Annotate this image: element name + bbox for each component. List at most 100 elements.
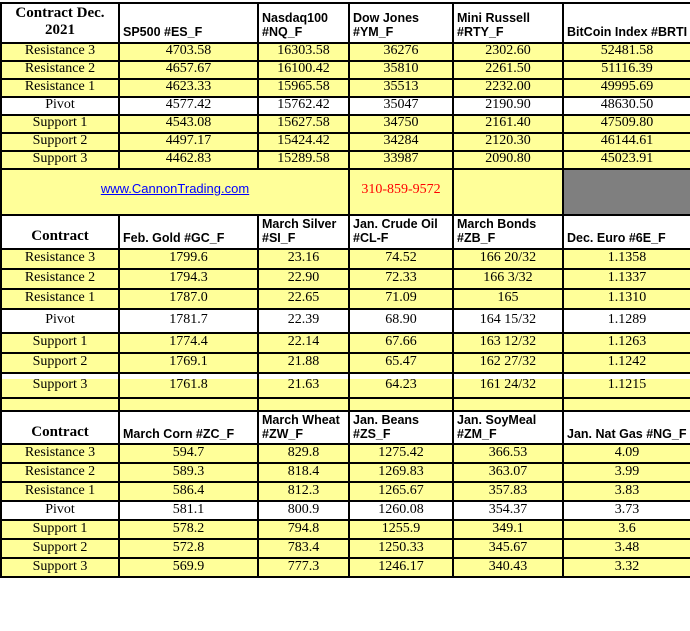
cell-value: 35513 bbox=[348, 77, 454, 98]
header-row: Contract Feb. Gold #GC_F March Silver #S… bbox=[0, 213, 690, 250]
header-row: Contract Dec. 2021 SP500 #ES_F Nasdaq100… bbox=[0, 2, 690, 44]
cell-value: 164 15/32 bbox=[452, 307, 564, 334]
cell-value: 64.23 bbox=[348, 371, 454, 399]
cell-value: 15965.58 bbox=[257, 77, 350, 98]
cell-value: 349.1 bbox=[452, 519, 564, 541]
cell-value: 1781.7 bbox=[118, 307, 259, 334]
cell-value: 3.73 bbox=[562, 500, 690, 522]
table-row: Resistance 2 4657.67 16100.42 35810 2261.50 5… bbox=[0, 59, 690, 80]
row-label: Support 2 bbox=[0, 351, 120, 374]
cell-value: 22.39 bbox=[257, 307, 350, 334]
cell-value: 1799.6 bbox=[118, 247, 259, 270]
row-label: Support 1 bbox=[0, 331, 120, 354]
row-label: Resistance 1 bbox=[0, 481, 120, 503]
cannon-trading-link[interactable]: www.CannonTrading.com bbox=[100, 181, 250, 197]
column-header: March Silver #SI_F bbox=[257, 213, 350, 250]
cell-value: 572.8 bbox=[118, 538, 259, 560]
cell-value: 794.8 bbox=[257, 519, 350, 541]
cell-value: 829.8 bbox=[257, 443, 350, 465]
cell-value: 357.83 bbox=[452, 481, 564, 503]
table-row: Resistance 3 1799.6 23.16 74.52 166 20/32 1.1… bbox=[0, 247, 690, 270]
cell-value: 1260.08 bbox=[348, 500, 454, 522]
table-row: Support 2 1769.1 21.88 65.47 162 27/32 1.1242 bbox=[0, 351, 690, 374]
row-label: Resistance 1 bbox=[0, 287, 120, 310]
cell-value: 16303.58 bbox=[257, 41, 350, 62]
row-label: Resistance 2 bbox=[0, 59, 120, 80]
row-label: Resistance 3 bbox=[0, 41, 120, 62]
column-header: March Wheat #ZW_F bbox=[257, 409, 350, 446]
row-label: Resistance 3 bbox=[0, 247, 120, 270]
cell-value: 1761.8 bbox=[118, 371, 259, 399]
cell-value: 15289.58 bbox=[257, 149, 350, 170]
table-row: Resistance 1 586.4 812.3 1265.67 357.83 3.83 bbox=[0, 481, 690, 503]
cell-value: 800.9 bbox=[257, 500, 350, 522]
index-futures-table: Contract Dec. 2021 SP500 #ES_F Nasdaq100… bbox=[0, 2, 690, 170]
cell-value: 46144.61 bbox=[562, 131, 690, 152]
banner-row: www.CannonTrading.com 310-859-9572 bbox=[0, 167, 690, 216]
cell-value: 1.1215 bbox=[562, 371, 690, 399]
column-header: March Corn #ZC_F bbox=[118, 409, 259, 446]
cell-value: 15762.42 bbox=[257, 95, 350, 116]
cell-value: 1.1242 bbox=[562, 351, 690, 374]
row-label: Support 3 bbox=[0, 557, 120, 579]
cell-value: 2232.00 bbox=[452, 77, 564, 98]
cell-value: 1265.67 bbox=[348, 481, 454, 503]
pivot-points-sheet: Contract Dec. 2021 SP500 #ES_F Nasdaq100… bbox=[0, 2, 690, 579]
cell-value: 4623.33 bbox=[118, 77, 259, 98]
column-header: March Bonds #ZB_F bbox=[452, 213, 564, 250]
cell-value: 67.66 bbox=[348, 331, 454, 354]
table-row: Resistance 3 594.7 829.8 1275.42 366.53 4.09 bbox=[0, 443, 690, 465]
table-title: Contract bbox=[0, 213, 120, 250]
cell-value: 818.4 bbox=[257, 462, 350, 484]
table-row: Pivot 581.1 800.9 1260.08 354.37 3.73 bbox=[0, 500, 690, 522]
cell-value: 72.33 bbox=[348, 267, 454, 290]
row-label: Support 1 bbox=[0, 519, 120, 541]
cell-value: 581.1 bbox=[118, 500, 259, 522]
cell-value: 16100.42 bbox=[257, 59, 350, 80]
cell-value: 363.07 bbox=[452, 462, 564, 484]
cell-value: 4543.08 bbox=[118, 113, 259, 134]
cell-value: 2161.40 bbox=[452, 113, 564, 134]
cell-value: 1269.83 bbox=[348, 462, 454, 484]
cell-value: 2090.80 bbox=[452, 149, 564, 170]
cell-value: 49995.69 bbox=[562, 77, 690, 98]
row-label: Support 2 bbox=[0, 538, 120, 560]
table-row: Resistance 1 4623.33 15965.58 35513 2232.00 4… bbox=[0, 77, 690, 98]
cell-value: 340.43 bbox=[452, 557, 564, 579]
column-header: Mini Russell #RTY_F bbox=[452, 2, 564, 44]
cell-value: 21.63 bbox=[257, 371, 350, 399]
cell-value: 4577.42 bbox=[118, 95, 259, 116]
column-header: Jan. Beans #ZS_F bbox=[348, 409, 454, 446]
row-label: Support 2 bbox=[0, 131, 120, 152]
column-header: Jan. Crude Oil #CL-F bbox=[348, 213, 454, 250]
column-header: Jan. Nat Gas #NG_F bbox=[562, 409, 690, 446]
table-row: Support 1 4543.08 15627.58 34750 2161.40 4750… bbox=[0, 113, 690, 134]
cell-value: 22.65 bbox=[257, 287, 350, 310]
cell-value: 35810 bbox=[348, 59, 454, 80]
banner-empty-cell bbox=[452, 167, 564, 216]
cell-value: 4497.17 bbox=[118, 131, 259, 152]
contact-banner: www.CannonTrading.com 310-859-9572 bbox=[0, 167, 690, 216]
cell-value: 2302.60 bbox=[452, 41, 564, 62]
table-title: Contract Dec. 2021 bbox=[0, 2, 120, 44]
cell-value: 366.53 bbox=[452, 443, 564, 465]
cell-value: 21.88 bbox=[257, 351, 350, 374]
cell-value: 354.37 bbox=[452, 500, 564, 522]
cell-value: 1275.42 bbox=[348, 443, 454, 465]
cell-value: 34750 bbox=[348, 113, 454, 134]
cell-value: 36276 bbox=[348, 41, 454, 62]
row-label: Resistance 2 bbox=[0, 267, 120, 290]
header-row: Contract March Corn #ZC_F March Wheat #Z… bbox=[0, 409, 690, 446]
cell-value: 1250.33 bbox=[348, 538, 454, 560]
cell-value: 45023.91 bbox=[562, 149, 690, 170]
cell-value: 1.1289 bbox=[562, 307, 690, 334]
table-row: Support 3 569.9 777.3 1246.17 340.43 3.32 bbox=[0, 557, 690, 579]
row-label: Pivot bbox=[0, 307, 120, 334]
cell-value: 33987 bbox=[348, 149, 454, 170]
cell-value: 783.4 bbox=[257, 538, 350, 560]
cell-value: 1787.0 bbox=[118, 287, 259, 310]
cell-value: 4703.58 bbox=[118, 41, 259, 62]
separator-cell bbox=[452, 396, 564, 412]
column-header: Feb. Gold #GC_F bbox=[118, 213, 259, 250]
row-label: Resistance 2 bbox=[0, 462, 120, 484]
